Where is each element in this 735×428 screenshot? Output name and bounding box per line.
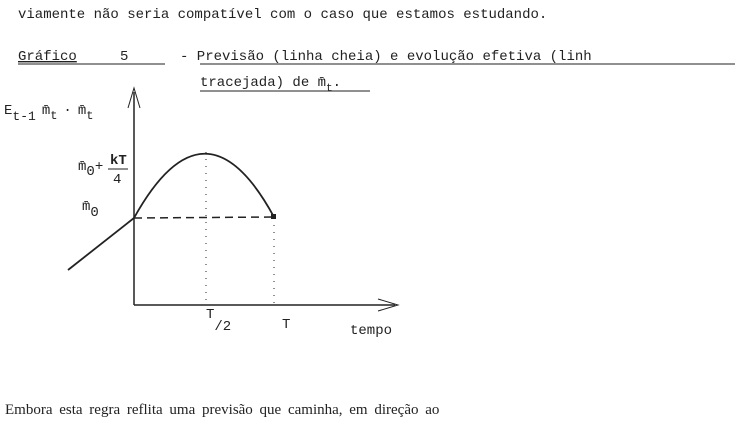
- peak-label: m̄0+: [78, 159, 103, 180]
- label-sub: 0: [90, 205, 98, 221]
- actual-dashed: [133, 216, 275, 219]
- label-part: E: [4, 103, 12, 119]
- label-sub: t-1: [12, 109, 36, 124]
- closing-line: Embora esta regra reflita uma previsão q…: [5, 402, 439, 418]
- label-part: m̄: [78, 103, 86, 119]
- caption-end: .: [333, 75, 341, 91]
- label-part: m̄: [78, 159, 86, 175]
- label-sub: t: [86, 109, 93, 123]
- caption-dash-text: - Previsão (linha cheia) e evolução efet…: [180, 49, 592, 65]
- peak-den: 4: [113, 172, 121, 188]
- prior-line: [67, 217, 135, 271]
- x-axis-label: tempo: [350, 323, 392, 339]
- forecast-curve: [133, 152, 275, 219]
- label-part: m̄: [42, 103, 50, 119]
- y-arrow: [127, 86, 141, 109]
- label-part: T: [206, 307, 214, 323]
- caption-line2-text: tracejada) de m̄: [200, 75, 326, 91]
- end-point: [271, 214, 276, 219]
- label-part: ·: [63, 103, 71, 119]
- caption-line1: - Previsão (linha cheia) e evolução efet…: [180, 49, 592, 65]
- peak-num: kT: [110, 153, 127, 169]
- label-part: /2: [214, 319, 231, 335]
- caption-number: 5: [120, 49, 128, 65]
- caption-line2: tracejada) de m̄t.: [200, 75, 341, 95]
- intro-line: viamente não seria compatível com o caso…: [18, 7, 547, 23]
- label-part: +: [95, 159, 103, 175]
- caption-label: Gráfico: [18, 49, 77, 65]
- end-label: T: [282, 317, 290, 333]
- label-sub: 0: [86, 164, 94, 180]
- x-arrow: [377, 298, 400, 312]
- start-label: m̄0: [82, 199, 99, 221]
- label-part: m̄: [82, 199, 90, 215]
- half-label: T/2: [206, 307, 231, 335]
- y-axis-label: Et-1 m̄t · m̄t: [4, 103, 93, 124]
- caption-sub: t: [326, 83, 333, 95]
- label-sub: t: [50, 109, 57, 123]
